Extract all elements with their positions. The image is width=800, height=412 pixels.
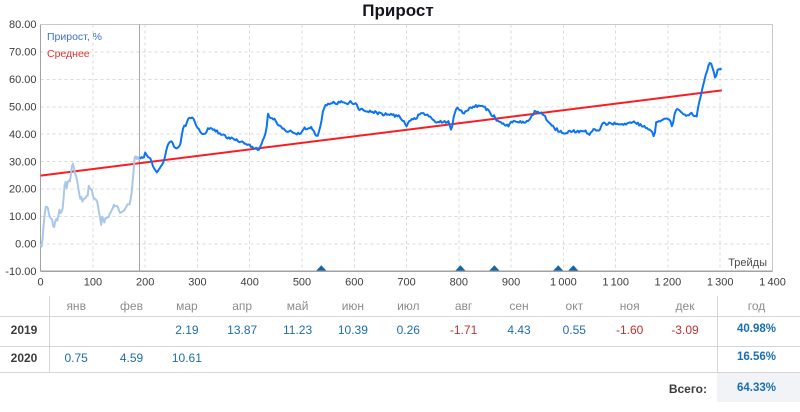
svg-text:500: 500: [293, 277, 311, 289]
svg-text:20.00: 20.00: [9, 184, 37, 196]
svg-text:600: 600: [345, 277, 363, 289]
svg-text:40.00: 40.00: [9, 129, 37, 141]
svg-text:30.00: 30.00: [9, 156, 37, 168]
svg-text:1 200: 1 200: [655, 277, 682, 289]
svg-text:60.00: 60.00: [9, 74, 37, 86]
svg-text:0.00: 0.00: [15, 239, 36, 251]
svg-text:300: 300: [188, 277, 206, 289]
svg-text:200: 200: [136, 277, 154, 289]
svg-text:50.00: 50.00: [9, 101, 37, 113]
svg-text:400: 400: [241, 277, 259, 289]
svg-text:1 400: 1 400: [759, 277, 786, 289]
svg-text:-10.00: -10.00: [5, 266, 36, 278]
svg-text:80.00: 80.00: [9, 19, 37, 31]
svg-text:70.00: 70.00: [9, 47, 37, 59]
svg-text:800: 800: [450, 277, 468, 289]
svg-text:1 300: 1 300: [707, 277, 734, 289]
svg-text:900: 900: [502, 277, 520, 289]
svg-text:Прирост, %: Прирост, %: [47, 31, 102, 43]
svg-text:10.00: 10.00: [9, 211, 37, 223]
svg-text:100: 100: [84, 277, 102, 289]
svg-text:0: 0: [38, 277, 44, 289]
svg-text:Трейды: Трейды: [728, 257, 767, 269]
svg-text:1 100: 1 100: [602, 277, 629, 289]
svg-text:Среднее: Среднее: [47, 48, 90, 60]
svg-text:700: 700: [397, 277, 415, 289]
svg-text:1 000: 1 000: [550, 277, 577, 289]
